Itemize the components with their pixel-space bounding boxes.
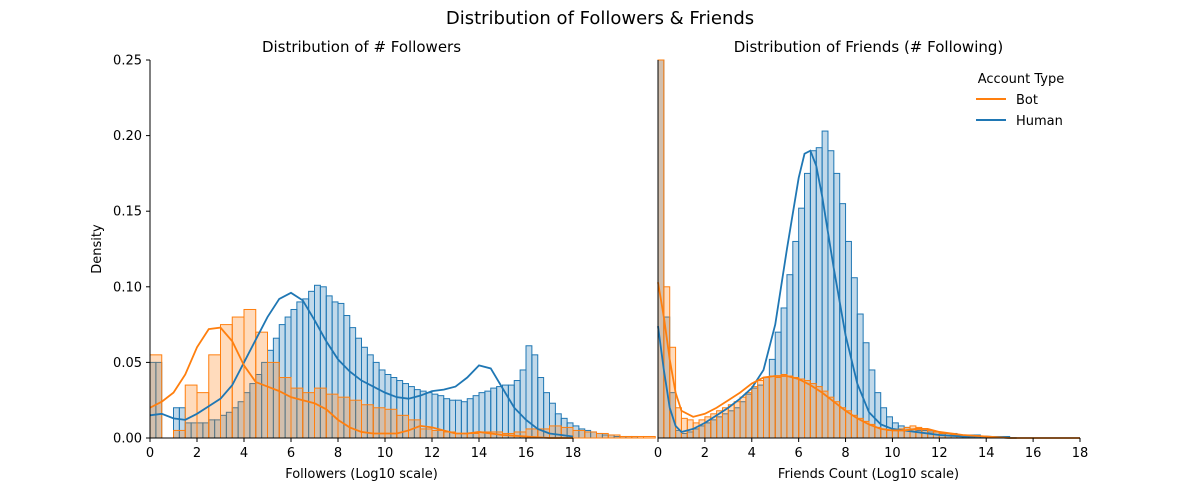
friends-human-kde-line: [657, 149, 1017, 439]
followers-y-axis-label: Density: [90, 224, 105, 274]
friends-x-tick-label: 0: [654, 446, 662, 461]
friends-axes: 0 2 4 6 8 10 12 14 16 18: [654, 60, 1088, 461]
friends-x-tick-label: 8: [841, 446, 849, 461]
legend-label-human: Human: [1016, 114, 1063, 129]
followers-x-tick-label: 8: [334, 446, 342, 461]
friends-x-tick-label: 14: [978, 446, 995, 461]
friends-x-tick-label: 10: [884, 446, 901, 461]
followers-bot-hist-area: [150, 309, 738, 438]
friends-x-axis-label: Friends Count (Log10 scale): [778, 467, 959, 482]
followers-y-tick-label: 0.05: [113, 356, 142, 371]
followers-x-axis-label: Followers (Log10 scale): [285, 467, 438, 482]
followers-x-tick-label: 4: [240, 446, 248, 461]
friends-marks: [657, 59, 1080, 439]
followers-x-tick-label: 12: [424, 446, 441, 461]
friends-x-tick-label: 12: [931, 446, 948, 461]
legend: Account Type Bot Human: [976, 72, 1064, 129]
followers-x-tick-label: 0: [146, 446, 154, 461]
followers-bot-kde-line: [149, 326, 573, 439]
followers-x-tick-label: 14: [471, 446, 488, 461]
followers-panel-title: Distribution of # Followers: [262, 38, 461, 56]
followers-y-tick-label: 0.20: [113, 129, 142, 144]
followers-panel: Distribution of # Followers 0 2 4 6 8 10 12 14 1…: [90, 38, 750, 482]
followers-human-kde-line: [149, 291, 574, 438]
friends-x-tick-label: 6: [795, 446, 803, 461]
followers-y-tick-label: 0.10: [113, 280, 142, 295]
friends-x-tick-label: 16: [1025, 446, 1042, 461]
friends-x-tick-label: 4: [748, 446, 756, 461]
followers-y-tick-label: 0.00: [113, 432, 142, 447]
legend-label-bot: Bot: [1016, 93, 1038, 108]
followers-axes: 0 2 4 6 8 10 12 14 16 18 0.00 0.05 0.10 0.15 0.20 0.25: [113, 54, 581, 462]
friends-panel: Distribution of Friends (# Following) 0 2…: [654, 38, 1088, 482]
followers-x-tick-label: 6: [287, 446, 295, 461]
followers-x-tick-label: 18: [565, 446, 582, 461]
friends-panel-title: Distribution of Friends (# Following): [734, 38, 1004, 56]
legend-title: Account Type: [978, 72, 1064, 87]
friends-x-tick-label: 2: [701, 446, 709, 461]
followers-bot-hist-bar: [643, 435, 656, 439]
followers-x-tick-label: 2: [193, 446, 201, 461]
followers-y-tick-label: 0.15: [113, 205, 142, 220]
followers-x-tick-label: 10: [377, 446, 394, 461]
friends-x-tick-label: 18: [1072, 446, 1089, 461]
figure-title: Distribution of Followers & Friends: [446, 8, 754, 29]
followers-x-tick-label: 16: [518, 446, 535, 461]
followers-y-tick-label: 0.25: [113, 54, 142, 69]
friends-bot-kde-line: [657, 282, 1080, 439]
